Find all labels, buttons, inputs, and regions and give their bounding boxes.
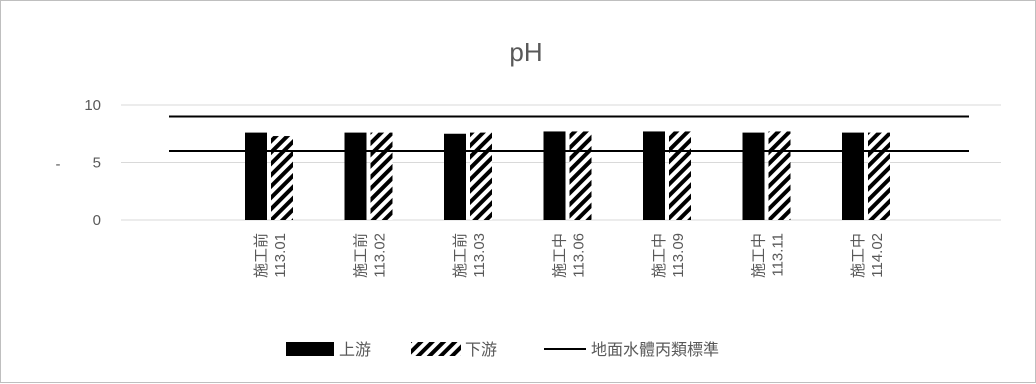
y-axis-label: -	[56, 156, 61, 173]
bar-upstream-5	[643, 131, 665, 220]
x-label-2: 施工前 113.02	[353, 233, 389, 278]
y-tick-0: 0	[93, 212, 101, 229]
bar-downstream-4	[569, 131, 592, 220]
bar-upstream-3	[444, 133, 466, 220]
y-tick-5: 5	[93, 155, 101, 172]
x-label-phase: 施工中	[552, 233, 569, 278]
legend-label-standard: 地面水體丙類標準	[591, 340, 719, 359]
x-label-date: 113.03	[471, 233, 488, 278]
bar-upstream-4	[543, 131, 566, 220]
x-label-5: 施工中 113.09	[651, 233, 687, 278]
x-label-date: 113.06	[571, 233, 588, 278]
bar-downstream-3	[470, 132, 492, 220]
x-label-phase: 施工前	[353, 233, 370, 278]
legend-label-downstream: 下游	[465, 340, 497, 359]
legend-swatch-downstream	[411, 342, 461, 356]
x-tick-labels: 施工前 113.01 施工前 113.02 施工前 113.03 施工中 113.06 施工中 1…	[253, 233, 886, 278]
bar-upstream-7	[842, 132, 864, 220]
bar-downstream-2	[370, 132, 393, 220]
bars	[245, 131, 890, 220]
x-label-phase: 施工前	[253, 233, 270, 278]
x-label-phase: 施工前	[452, 233, 469, 278]
y-tick-10: 10	[84, 97, 101, 114]
bar-upstream-6	[742, 132, 765, 220]
x-label-date: 113.02	[372, 233, 389, 278]
x-label-date: 113.11	[770, 233, 787, 277]
bar-downstream-5	[669, 131, 691, 220]
x-label-date: 113.09	[670, 233, 687, 278]
reference-lines	[169, 115, 969, 152]
legend-label-upstream: 上游	[339, 340, 371, 359]
x-label-date: 114.02	[869, 233, 886, 278]
legend-swatch-upstream	[286, 342, 334, 356]
bar-downstream-1	[271, 136, 293, 220]
bar-upstream-2	[344, 132, 367, 220]
x-label-phase: 施工中	[751, 233, 768, 278]
x-label-4: 施工中 113.06	[552, 233, 588, 278]
legend: 上游 下游 地面水體丙類標準	[286, 340, 719, 359]
x-label-7: 施工中 114.02	[850, 233, 886, 278]
bar-downstream-6	[768, 131, 791, 220]
y-tick-labels: 0 5 10	[84, 97, 101, 229]
bar-downstream-7	[868, 132, 890, 220]
chart-title: pH	[509, 37, 542, 67]
x-label-6: 施工中 113.11	[751, 233, 787, 278]
x-label-phase: 施工中	[651, 233, 668, 278]
x-label-phase: 施工中	[850, 233, 867, 278]
x-label-date: 113.01	[272, 233, 289, 278]
x-label-3: 施工前 113.03	[452, 233, 488, 278]
bar-upstream-1	[245, 132, 267, 220]
x-label-1: 施工前 113.01	[253, 233, 289, 278]
